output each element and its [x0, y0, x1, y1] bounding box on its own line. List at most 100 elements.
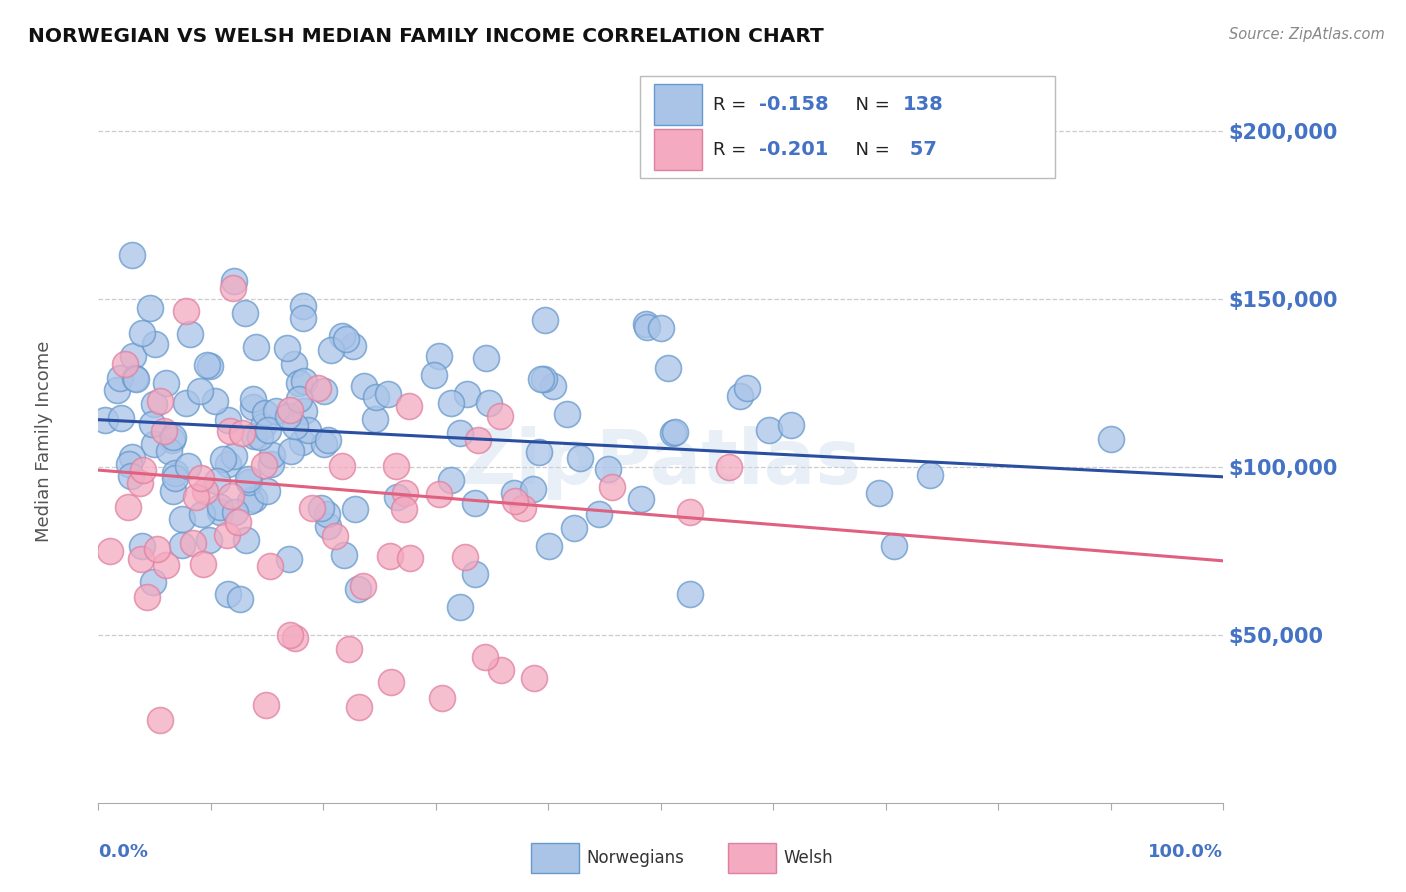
Text: -0.201: -0.201 [759, 140, 828, 159]
Point [347, 700, 370, 714]
Point [236, 472, 259, 486]
Point [280, 403, 302, 417]
Point [177, 459, 200, 474]
Point [291, 299, 314, 313]
Point [427, 487, 450, 501]
Point [172, 512, 194, 526]
Point [226, 515, 249, 529]
Point [174, 395, 197, 409]
Text: Norwegians: Norwegians [586, 849, 685, 867]
Point [242, 400, 264, 414]
Point [918, 467, 941, 482]
Point [366, 390, 388, 404]
Point [174, 304, 197, 318]
Point [512, 501, 534, 516]
Point [440, 473, 463, 487]
Point [464, 496, 486, 510]
Text: N =: N = [844, 95, 896, 113]
Point [205, 474, 228, 488]
Point [143, 337, 166, 351]
Point [314, 384, 336, 398]
Point [568, 451, 591, 466]
Point [596, 461, 619, 475]
Point [449, 425, 471, 440]
Point [215, 527, 238, 541]
Point [155, 558, 177, 572]
Point [352, 579, 374, 593]
Point [131, 326, 153, 340]
Point [377, 387, 399, 401]
Point [503, 485, 526, 500]
Point [239, 493, 262, 508]
Point [163, 467, 186, 481]
Point [276, 341, 298, 355]
Point [728, 389, 751, 403]
Point [160, 433, 183, 447]
Point [139, 301, 162, 315]
Point [489, 663, 512, 677]
Point [489, 409, 512, 424]
Point [297, 423, 319, 437]
Point [190, 507, 212, 521]
Point [124, 371, 146, 385]
Point [332, 459, 354, 474]
Point [321, 343, 343, 357]
Point [278, 552, 301, 566]
Point [316, 433, 339, 447]
Point [564, 521, 586, 535]
Text: 0.0%: 0.0% [98, 843, 149, 861]
Point [243, 491, 266, 506]
Point [260, 448, 283, 462]
Point [423, 368, 446, 382]
Point [212, 452, 235, 467]
Point [679, 587, 702, 601]
Point [538, 539, 561, 553]
Point [117, 500, 139, 514]
Point [291, 311, 314, 326]
Point [1099, 432, 1122, 446]
Point [316, 507, 339, 521]
Text: R =: R = [713, 95, 752, 113]
Point [114, 357, 136, 371]
Point [449, 600, 471, 615]
Point [664, 425, 686, 440]
Point [308, 381, 330, 395]
Point [323, 529, 346, 543]
Point [110, 411, 132, 425]
Point [170, 537, 193, 551]
Point [209, 500, 232, 515]
Point [204, 393, 226, 408]
Point [869, 486, 891, 500]
Point [737, 381, 759, 395]
Point [309, 500, 332, 515]
Point [287, 376, 309, 390]
Point [284, 632, 307, 646]
Point [363, 411, 385, 425]
Point [427, 349, 450, 363]
Point [292, 374, 315, 388]
Text: 138: 138 [903, 95, 943, 114]
Point [118, 457, 141, 471]
Point [534, 313, 557, 327]
Point [392, 502, 415, 516]
Point [149, 713, 172, 727]
Point [394, 485, 416, 500]
Point [188, 384, 211, 398]
Point [153, 425, 176, 439]
Point [264, 404, 287, 418]
Point [541, 379, 564, 393]
Point [277, 409, 299, 424]
Point [194, 484, 217, 499]
Point [385, 490, 408, 504]
Point [110, 370, 132, 384]
Point [337, 641, 360, 656]
Point [257, 423, 280, 437]
Point [179, 326, 201, 341]
Point [233, 306, 256, 320]
Point [231, 425, 253, 440]
Point [284, 418, 307, 433]
Point [456, 387, 478, 401]
Point [121, 349, 143, 363]
Point [131, 551, 153, 566]
Point [121, 248, 143, 262]
